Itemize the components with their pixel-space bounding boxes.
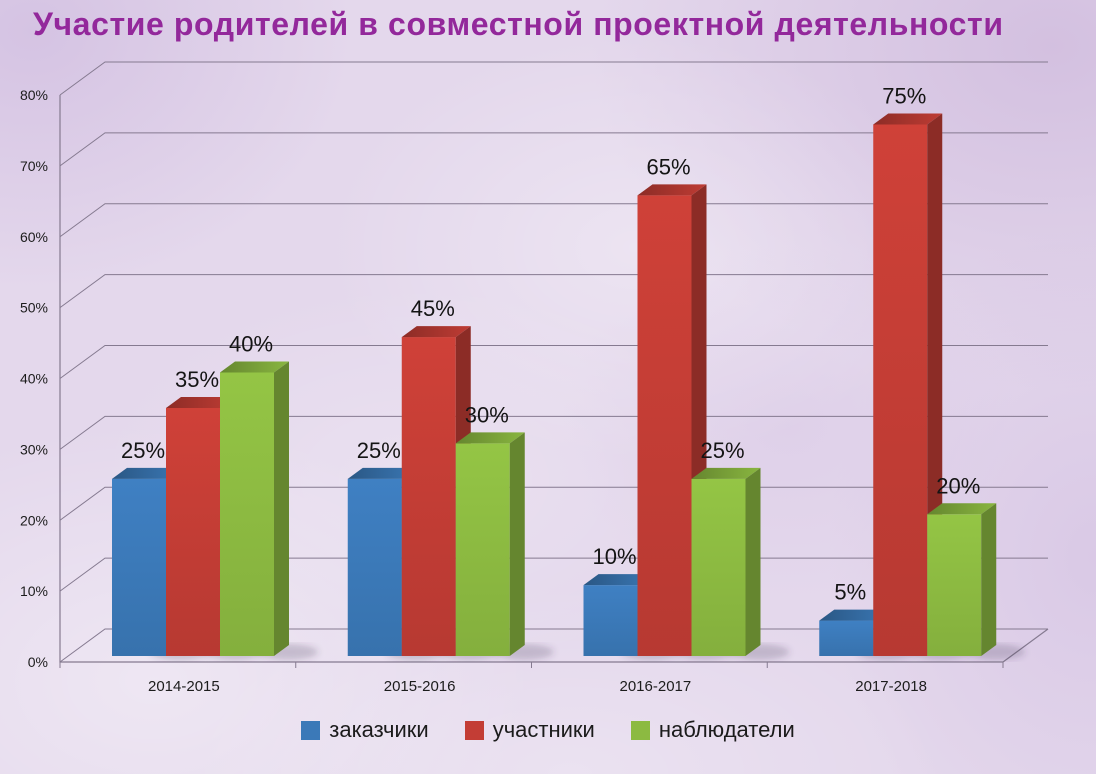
bar-front-face bbox=[166, 407, 220, 656]
legend-swatch-icon bbox=[301, 720, 321, 740]
y-axis-tick-label: 70% bbox=[20, 158, 48, 174]
bar-front-face bbox=[583, 585, 638, 656]
bar-наблюдатели: 30% bbox=[455, 402, 525, 656]
x-axis-category-label: 2015-2016 bbox=[384, 678, 456, 695]
legend-label: участники bbox=[492, 717, 595, 742]
gridline bbox=[59, 345, 1048, 379]
bar-участники: 75% bbox=[873, 83, 943, 656]
bar-front-face bbox=[455, 443, 510, 656]
bar-data-label: 10% bbox=[592, 544, 636, 569]
bar-data-label: 25% bbox=[121, 438, 165, 463]
bar-top-face bbox=[166, 396, 235, 408]
legend-item-заказчики: заказчики bbox=[301, 717, 429, 743]
gridline bbox=[59, 203, 1048, 238]
x-axis-category-label: 2017-2018 bbox=[855, 678, 927, 695]
bar-top-face bbox=[583, 574, 653, 586]
gridline bbox=[59, 61, 1048, 96]
bar-front-face bbox=[112, 478, 166, 656]
legend-item-участники: участники bbox=[464, 717, 595, 743]
bar-side-face bbox=[981, 503, 997, 656]
bar-data-label: 25% bbox=[700, 438, 744, 463]
bar-top-face bbox=[401, 326, 471, 338]
bar-наблюдатели: 40% bbox=[220, 332, 289, 656]
chart-title: Участие родителей в совместной проектной… bbox=[33, 6, 1004, 42]
x-axis-category-label: 2014-2015 bbox=[148, 678, 220, 695]
legend-label: заказчики bbox=[329, 717, 429, 742]
bar-top-face bbox=[455, 432, 525, 444]
bar-data-label: 75% bbox=[882, 83, 926, 108]
bar-front-face bbox=[637, 195, 692, 656]
gridline bbox=[59, 132, 1048, 167]
bar-front-face bbox=[691, 478, 746, 656]
bar-data-label: 25% bbox=[357, 438, 401, 463]
bar-data-label: 65% bbox=[646, 154, 690, 179]
bar-side-face bbox=[274, 361, 289, 656]
legend-item-наблюдатели: наблюдатели bbox=[630, 717, 795, 743]
y-axis-tick-label: 40% bbox=[20, 371, 48, 387]
bar-front-face bbox=[873, 124, 928, 656]
x-axis-category-label: 2016-2017 bbox=[620, 678, 692, 695]
legend-label: наблюдатели bbox=[658, 717, 795, 742]
bar-data-label: 20% bbox=[936, 473, 980, 498]
bar-top-face bbox=[347, 467, 417, 479]
bar-front-face bbox=[819, 620, 874, 656]
bar-top-face bbox=[927, 503, 997, 515]
bar-data-label: 40% bbox=[229, 332, 273, 357]
bar-участники: 65% bbox=[637, 154, 707, 656]
bar-top-face bbox=[637, 184, 707, 196]
y-axis-tick-label: 20% bbox=[20, 512, 48, 528]
gridline bbox=[59, 274, 1048, 309]
bar-top-face bbox=[112, 467, 181, 479]
bar-side-face bbox=[509, 432, 525, 656]
bar-data-label: 45% bbox=[411, 296, 455, 321]
bar-top-face bbox=[220, 361, 289, 373]
y-axis-tick-label: 80% bbox=[20, 87, 48, 103]
y-axis-tick-label: 0% bbox=[28, 654, 48, 670]
bar-top-face bbox=[873, 113, 943, 125]
bar-data-label: 35% bbox=[175, 367, 219, 392]
bar-data-label: 5% bbox=[834, 580, 866, 605]
bar-side-face bbox=[745, 467, 761, 656]
bar-наблюдатели: 20% bbox=[927, 473, 997, 656]
bar-front-face bbox=[401, 337, 456, 656]
bar-front-face bbox=[347, 478, 402, 656]
bar-top-face bbox=[691, 467, 761, 479]
y-axis-tick-label: 30% bbox=[20, 441, 48, 457]
bar-наблюдатели: 25% bbox=[691, 438, 761, 656]
y-axis-tick-label: 60% bbox=[20, 229, 48, 245]
chart-legend: заказчики участники наблюдатели bbox=[0, 717, 1096, 743]
legend-swatch-icon bbox=[630, 720, 650, 740]
legend-swatch-icon bbox=[464, 720, 484, 740]
y-axis-tick-label: 10% bbox=[20, 583, 48, 599]
bar-front-face bbox=[927, 514, 982, 656]
bar-data-label: 30% bbox=[465, 402, 509, 427]
y-axis-tick-label: 50% bbox=[20, 300, 48, 316]
bar-заказчики: 25% bbox=[112, 438, 181, 656]
gridline bbox=[59, 415, 1048, 450]
bar-front-face bbox=[220, 372, 274, 656]
bar-top-face bbox=[819, 609, 889, 621]
